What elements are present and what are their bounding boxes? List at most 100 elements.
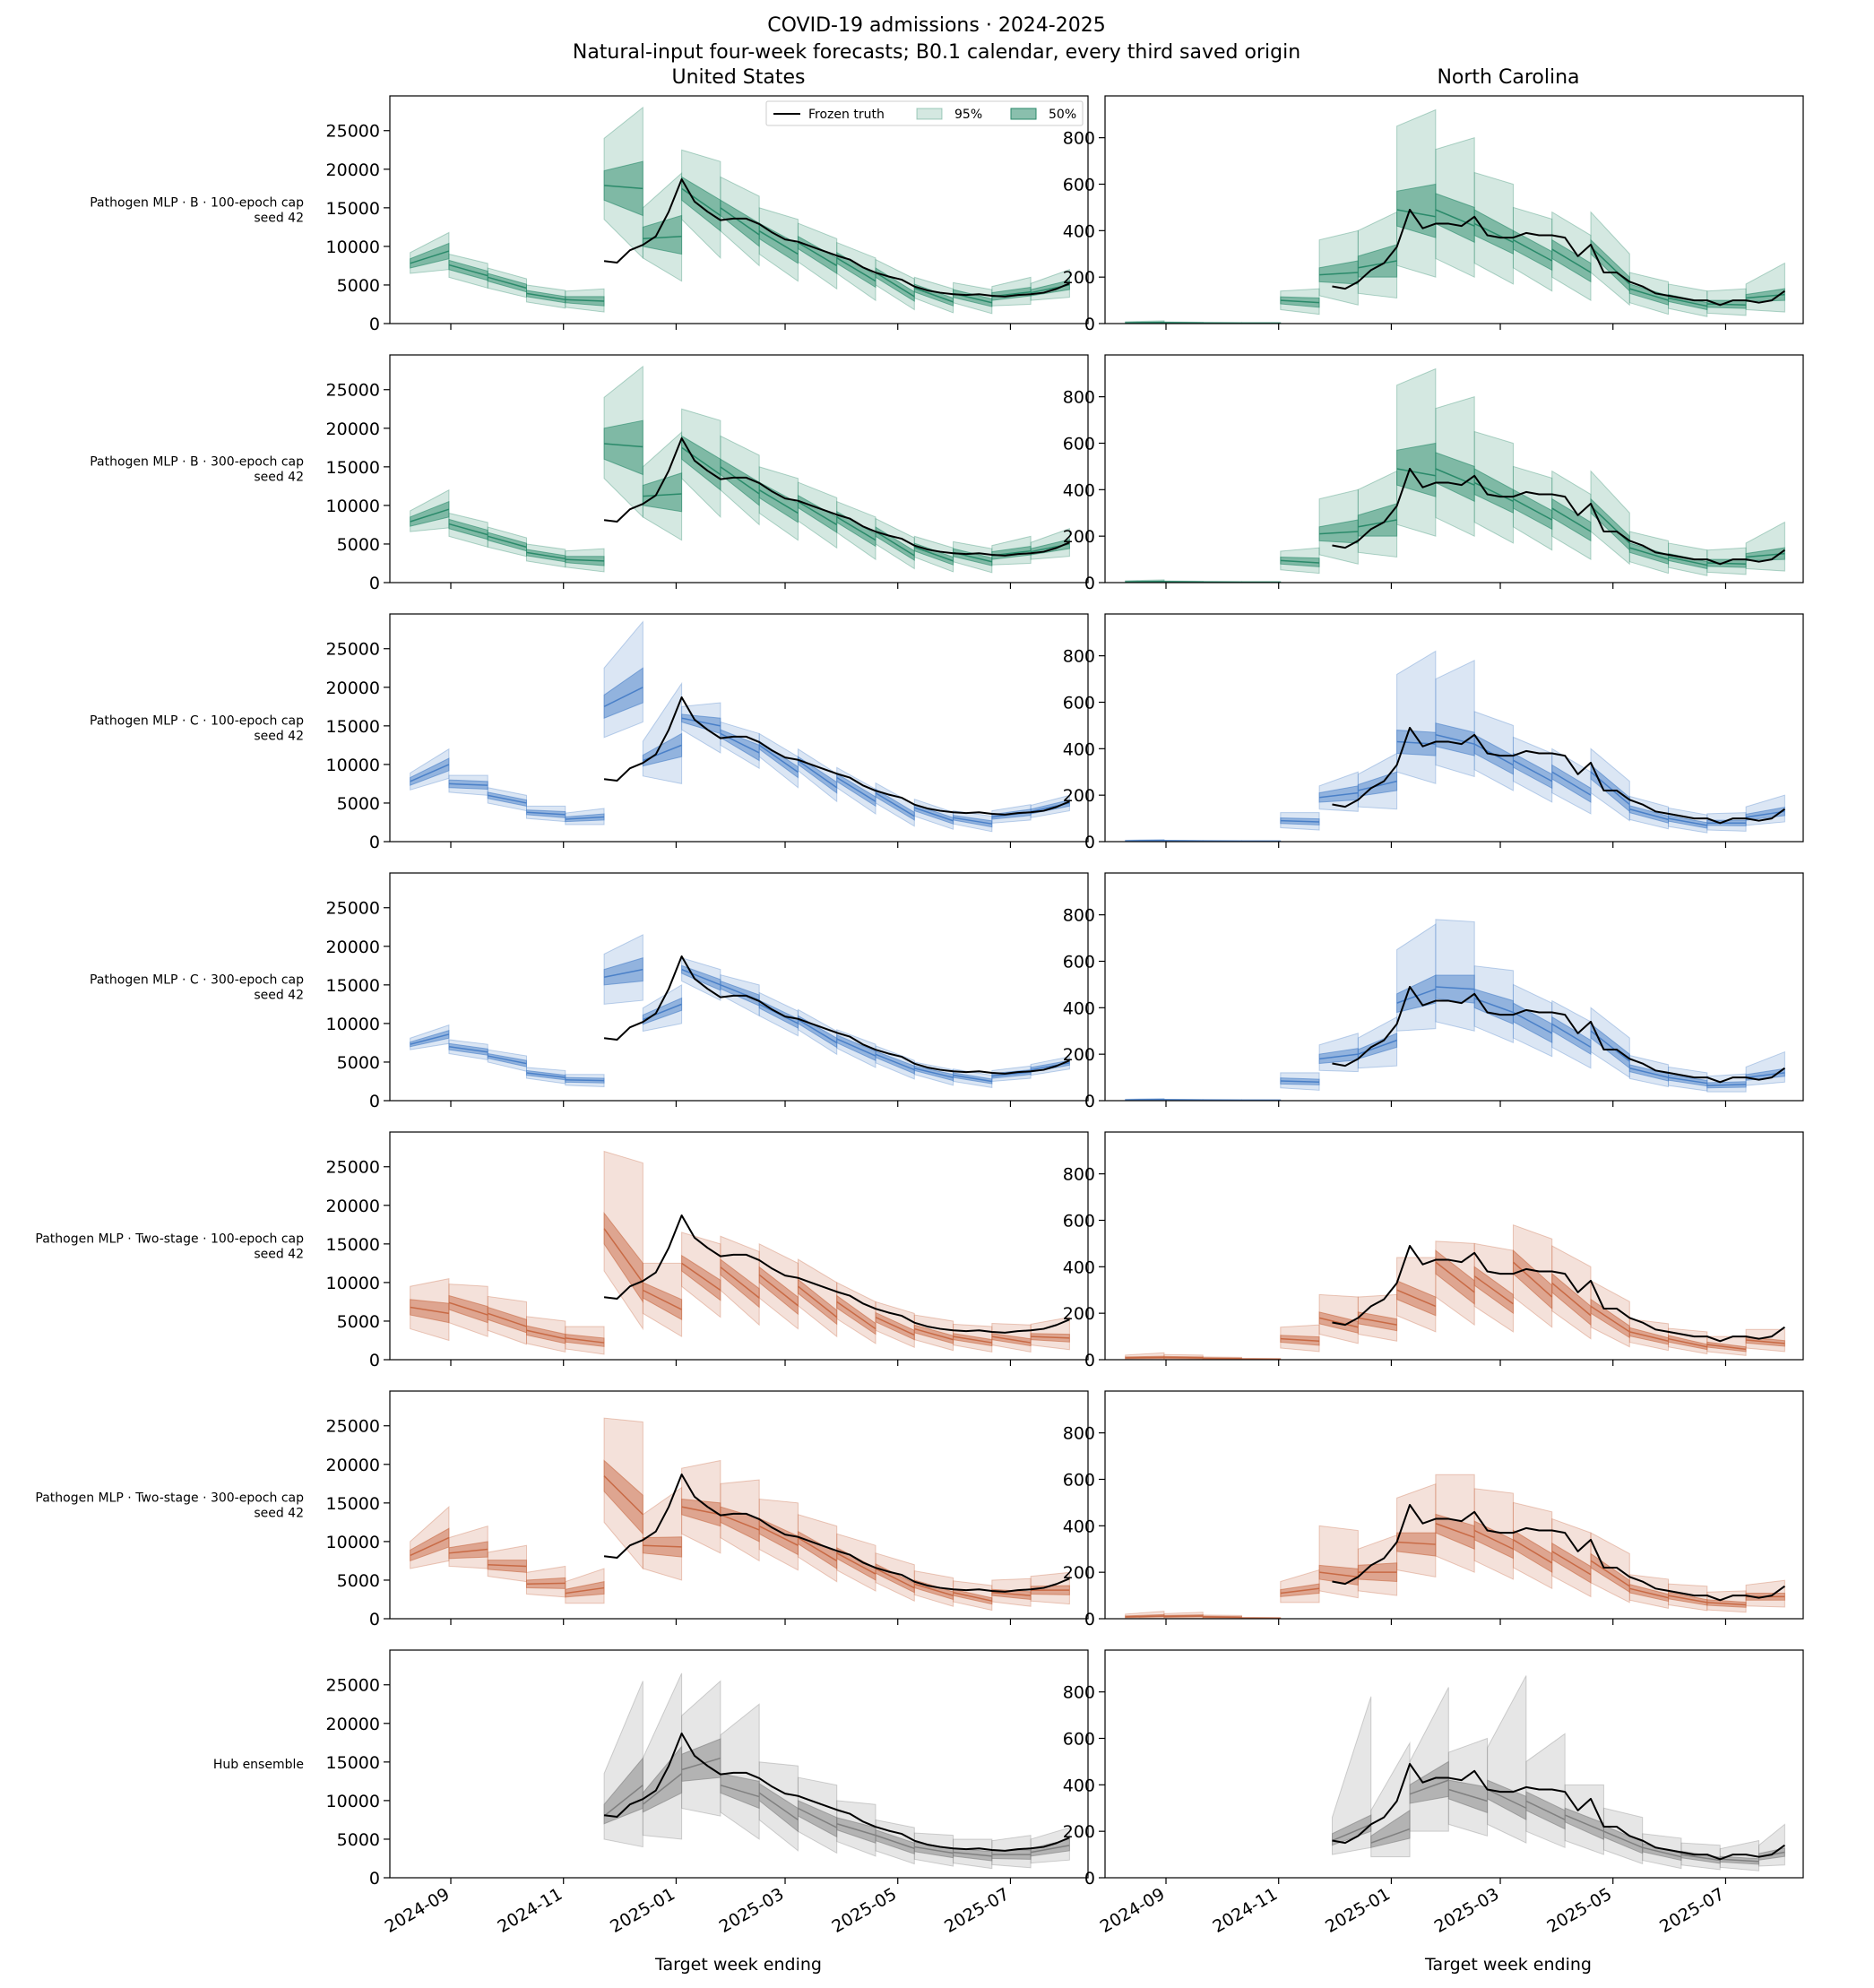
median-line-us <box>798 1807 838 1828</box>
y-tick-label-nc: 800 <box>1063 906 1095 926</box>
median-line-nc <box>1668 1076 1707 1085</box>
band-50-us <box>565 556 605 566</box>
median-line-us <box>798 500 838 526</box>
median-line-nc <box>1746 810 1785 818</box>
median-line-us <box>953 1591 992 1602</box>
row-label: Pathogen MLP · B · 100-epoch cap <box>90 196 304 211</box>
band-95-nc <box>1745 1050 1785 1086</box>
median-line-us <box>798 241 838 267</box>
y-tick-label-us: 15000 <box>326 199 380 219</box>
median-line-nc <box>1487 1788 1527 1809</box>
median-line-us <box>603 185 643 190</box>
band-50-us <box>681 1498 721 1527</box>
y-tick-label-nc: 400 <box>1063 739 1095 759</box>
y-tick-label-nc: 0 <box>1084 1869 1095 1889</box>
y-tick-label-nc: 800 <box>1063 388 1095 408</box>
median-line-us <box>758 744 799 774</box>
median-line-us <box>681 1506 721 1516</box>
x-tick-label-nc: 2025-07 <box>1656 1884 1728 1937</box>
band-95-us <box>642 681 683 785</box>
median-line-us <box>991 1071 1032 1077</box>
band-95-us <box>642 1486 683 1581</box>
y-tick-label-us: 10000 <box>326 238 380 257</box>
legend-95-swatch <box>916 108 943 120</box>
median-line-us <box>875 531 915 557</box>
median-line-nc <box>1125 321 1164 324</box>
median-line-us <box>758 230 799 255</box>
median-line-us <box>875 1568 915 1589</box>
legend-frame <box>765 100 1084 126</box>
y-tick-label-nc: 0 <box>1084 1092 1095 1111</box>
axes-frame-us <box>389 1649 1089 1879</box>
median-line-us <box>603 687 643 707</box>
y-tick-label-us: 0 <box>369 574 380 593</box>
median-line-nc <box>1435 734 1475 745</box>
median-line-us <box>914 807 954 822</box>
column-title-us: United States <box>672 66 806 89</box>
row-label: Pathogen MLP · C · 300-epoch cap <box>90 973 304 988</box>
band-50-us <box>603 1459 643 1535</box>
median-line-us <box>643 1289 682 1310</box>
y-tick-label-us: 0 <box>369 1351 380 1370</box>
band-50-nc <box>1396 442 1437 497</box>
x-tick-label-us: 2025-03 <box>716 1884 788 1937</box>
y-tick-label-nc: 800 <box>1063 1683 1095 1703</box>
median-line-nc <box>1280 1337 1320 1343</box>
x-tick-label-us: 2024-11 <box>494 1884 566 1937</box>
median-line-us <box>914 1845 954 1854</box>
y-tick-label-us: 5000 <box>337 1312 380 1332</box>
truth-line-nc <box>1332 1245 1785 1343</box>
median-line-nc <box>1396 209 1437 218</box>
median-line-nc <box>1629 288 1669 301</box>
median-line-us <box>991 1335 1032 1344</box>
median-line-nc <box>1525 1800 1566 1820</box>
band-50-us <box>1030 280 1070 297</box>
median-line-nc <box>1668 1595 1707 1603</box>
truth-line-us <box>603 436 1070 557</box>
median-line-nc <box>1319 272 1359 276</box>
median-line-nc <box>1280 299 1320 304</box>
truth-line-nc <box>1332 209 1785 307</box>
axes-frame-nc <box>1104 354 1804 583</box>
axes-frame-us <box>389 1390 1089 1620</box>
band-50-us <box>603 957 643 986</box>
median-line-us <box>410 1536 450 1557</box>
median-line-us <box>681 187 721 217</box>
median-line-nc <box>1512 1261 1553 1298</box>
median-line-nc <box>1435 209 1475 227</box>
median-line-us <box>836 1552 877 1575</box>
median-line-nc <box>1629 1067 1669 1078</box>
y-tick-label-us: 20000 <box>326 1715 380 1734</box>
median-line-us <box>720 466 760 495</box>
band-50-us <box>410 757 450 786</box>
band-95-nc <box>1396 1482 1437 1577</box>
y-tick-label-nc: 600 <box>1063 175 1095 194</box>
y-tick-label-us: 20000 <box>326 419 380 439</box>
y-tick-label-us: 25000 <box>326 122 380 142</box>
y-tick-label-nc: 800 <box>1063 647 1095 667</box>
median-line-nc <box>1551 771 1592 796</box>
y-tick-label-nc: 200 <box>1063 1045 1095 1065</box>
median-line-nc <box>1629 1587 1669 1599</box>
band-50-us <box>603 667 643 719</box>
row-label: Pathogen MLP · B · 300-epoch cap <box>90 455 304 470</box>
panel-us-row-4: 0 5000 10000 15000 20000 25000 <box>326 872 1089 1111</box>
median-line-us <box>410 1033 450 1045</box>
median-line-nc <box>1125 1615 1164 1618</box>
band-50-nc <box>1409 1760 1449 1804</box>
band-95-nc <box>1396 650 1437 784</box>
band-50-us <box>642 472 683 513</box>
y-tick-label-nc: 0 <box>1084 315 1095 334</box>
x-tick-label-us: 2025-01 <box>607 1884 678 1937</box>
median-line-nc <box>1564 1814 1604 1832</box>
median-line-us <box>875 792 915 817</box>
median-line-us <box>836 1038 877 1057</box>
median-line-nc <box>1551 248 1592 273</box>
median-line-us <box>797 1285 838 1318</box>
figure-subtitle: Natural-input four-week forecasts; B0.1 … <box>573 41 1300 64</box>
band-95-us <box>603 1681 643 1848</box>
median-line-us <box>953 1074 992 1083</box>
y-tick-label-us: 5000 <box>337 794 380 814</box>
y-tick-label-us: 15000 <box>326 976 380 996</box>
